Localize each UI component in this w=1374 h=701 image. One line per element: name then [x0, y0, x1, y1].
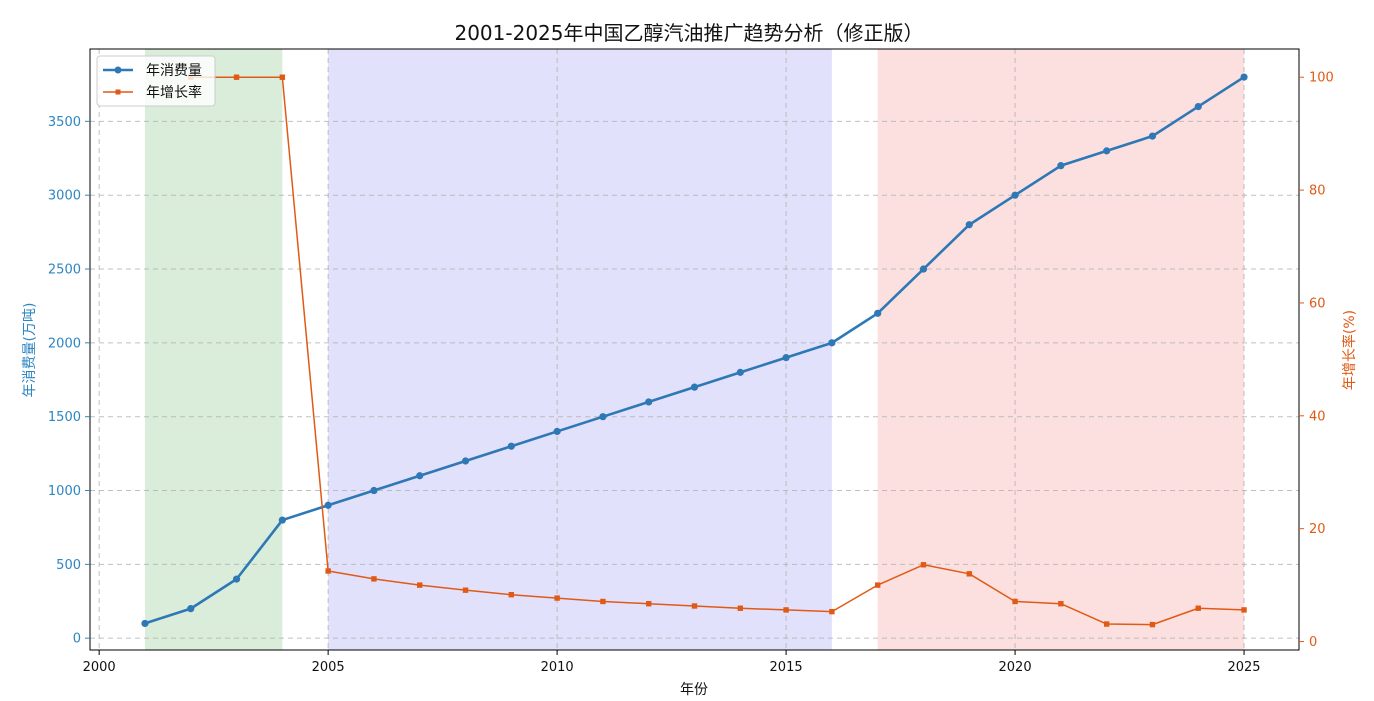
point-growth-2007 [417, 582, 423, 588]
shaded-periods [144, 49, 1245, 650]
shaded-period-0 [144, 49, 283, 650]
right-y-axis: 0 20 40 60 80 100 [1299, 71, 1334, 650]
point-consumption-2012 [645, 398, 653, 406]
point-growth-2006 [371, 576, 377, 582]
point-growth-2023 [1149, 621, 1156, 628]
chart-title: 2001-2025年中国乙醇汽油推广趋势分析（修正版） [454, 21, 923, 45]
point-consumption-2010 [553, 427, 561, 436]
legend-box [96, 55, 216, 107]
right-y-tick-label-0: 0 [1309, 635, 1317, 650]
point-growth-2010 [554, 595, 560, 601]
left-y-tick-label-0: 0 [73, 632, 81, 647]
point-consumption-2021 [1057, 162, 1065, 170]
legend-label-growth: 年增长率 [146, 84, 202, 101]
left-y-tick-label-2000: 2000 [48, 336, 81, 351]
point-consumption-2008 [461, 457, 470, 465]
point-consumption-2014 [736, 368, 744, 376]
shaded-period-2 [877, 49, 1245, 650]
point-consumption-2024 [1194, 102, 1202, 111]
point-growth-2018 [920, 562, 927, 568]
x-tick-label-2005: 2005 [312, 660, 345, 675]
x-tick-label-2000: 2000 [83, 660, 116, 675]
point-growth-2013 [691, 603, 698, 609]
left-y-tick-label-2500: 2500 [48, 263, 81, 278]
point-consumption-2015 [782, 354, 790, 362]
point-consumption-2003 [232, 575, 241, 583]
point-consumption-2006 [370, 486, 378, 495]
point-consumption-2023 [1148, 132, 1157, 140]
point-consumption-2022 [1103, 147, 1111, 155]
point-growth-2005 [325, 568, 331, 574]
point-growth-2021 [1058, 601, 1064, 607]
point-growth-2004 [279, 74, 286, 80]
point-growth-2011 [600, 598, 606, 605]
point-growth-2008 [462, 587, 469, 593]
legend-label-consumption: 年消费量 [146, 63, 202, 79]
point-consumption-2004 [278, 516, 286, 524]
x-axis-label: 年份 [680, 682, 708, 698]
right-y-axis-label: 年增长率(%) [1341, 310, 1358, 390]
point-consumption-2018 [919, 265, 928, 273]
left-y-tick-label-1000: 1000 [48, 484, 81, 499]
point-consumption-2009 [507, 442, 515, 450]
left-y-axis-label: 年消费量(万吨) [22, 303, 38, 398]
grid [90, 49, 1299, 650]
point-consumption-2013 [690, 383, 699, 391]
left-y-tick-label-1500: 1500 [48, 410, 81, 425]
point-growth-2017 [874, 582, 881, 588]
point-consumption-2005 [324, 501, 332, 509]
x-tick-label-2025: 2025 [1227, 660, 1260, 675]
point-consumption-2001 [141, 619, 149, 628]
point-consumption-2007 [416, 472, 424, 480]
right-y-tick-label-40: 40 [1309, 409, 1326, 424]
legend-marker-growth [115, 89, 121, 95]
point-consumption-2017 [874, 309, 882, 317]
point-consumption-2011 [599, 413, 607, 421]
point-growth-2025 [1241, 607, 1247, 613]
shaded-period-1 [328, 49, 832, 650]
right-y-tick-label-60: 60 [1309, 296, 1326, 311]
point-growth-2009 [508, 591, 515, 598]
left-y-tick-label-3500: 3500 [48, 115, 81, 130]
point-growth-2014 [737, 605, 743, 611]
point-growth-2019 [966, 571, 972, 577]
point-growth-2016 [829, 608, 835, 615]
point-consumption-2019 [965, 221, 973, 229]
legend: 年消费量 年增长率 [96, 55, 216, 107]
x-tick-label-2015: 2015 [770, 660, 803, 675]
point-growth-2015 [783, 607, 789, 613]
series-line-growth [190, 76, 1245, 626]
point-growth-2022 [1103, 621, 1110, 627]
left-y-axis: 0 500 1000 1500 2000 2500 3000 3500 [48, 115, 90, 647]
left-y-tick-label-500: 500 [56, 558, 81, 573]
right-y-tick-label-100: 100 [1309, 71, 1334, 86]
x-tick-label-2010: 2010 [541, 660, 574, 675]
point-consumption-2020 [1011, 191, 1019, 199]
point-growth-2003 [233, 74, 240, 80]
x-axis: 2000 2005 2010 2015 2020 2025 [83, 650, 1261, 675]
point-consumption-2016 [828, 339, 836, 347]
point-consumption-2025 [1240, 73, 1248, 81]
x-tick-label-2020: 2020 [999, 660, 1032, 675]
right-y-tick-label-20: 20 [1309, 522, 1326, 537]
point-growth-2020 [1012, 598, 1018, 605]
left-y-tick-label-3000: 3000 [48, 189, 81, 204]
point-growth-2024 [1195, 605, 1201, 611]
plot-frame [89, 48, 1300, 651]
point-growth-2012 [646, 601, 652, 607]
legend-marker-consumption [114, 66, 122, 74]
point-consumption-2002 [187, 605, 195, 613]
right-y-tick-label-80: 80 [1309, 184, 1326, 199]
